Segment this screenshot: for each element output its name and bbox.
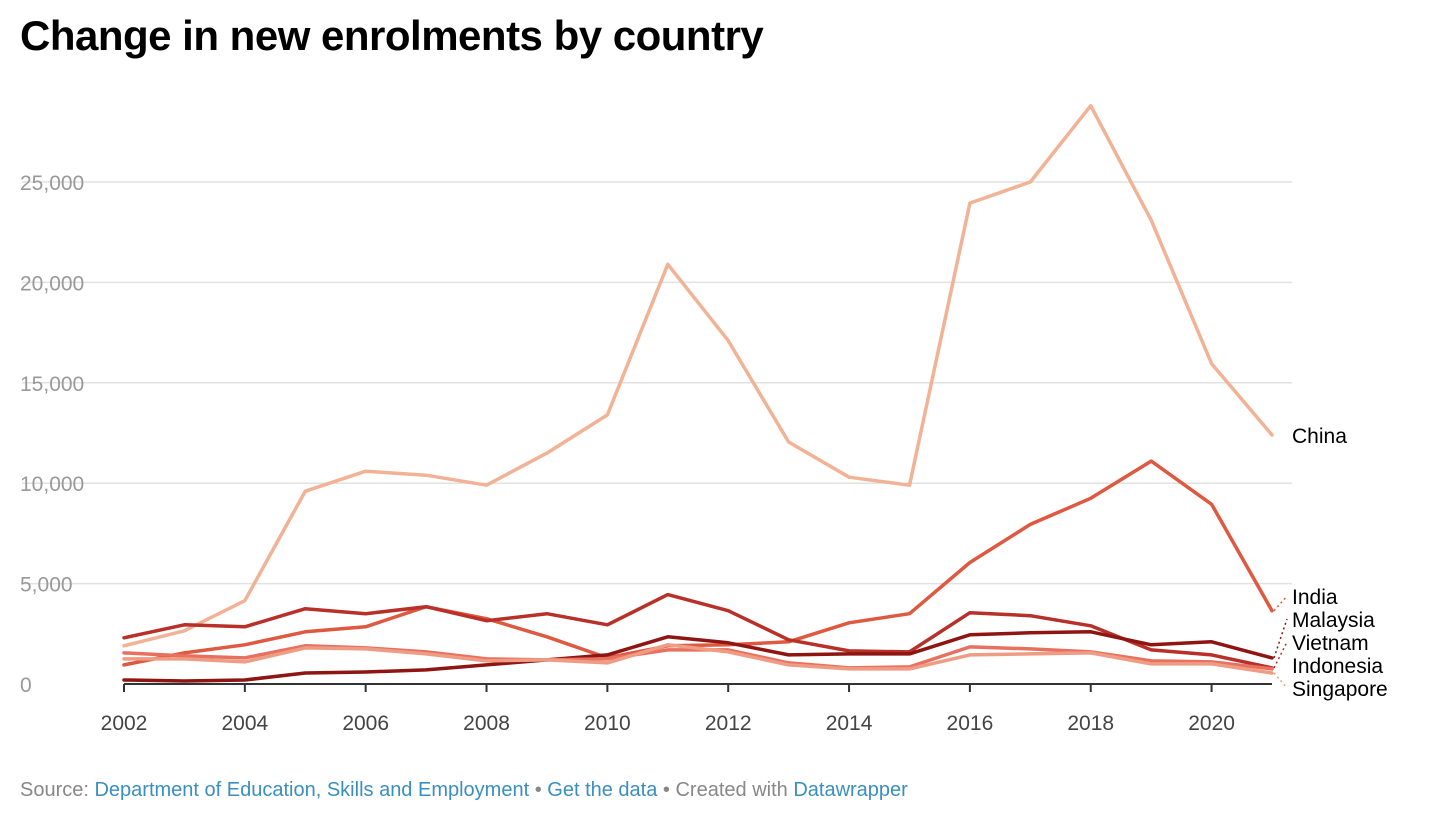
series-line-china xyxy=(122,103,1274,648)
series-label-china: China xyxy=(1292,425,1347,448)
series-label-india: India xyxy=(1292,586,1338,609)
y-tick-label: 0 xyxy=(20,674,32,697)
y-tick-label: 10,000 xyxy=(20,473,84,496)
source-prefix: Source: xyxy=(20,779,95,801)
series-lines xyxy=(122,103,1274,683)
footer-separator-2: • xyxy=(657,779,676,801)
datawrapper-link[interactable]: Datawrapper xyxy=(793,779,908,801)
x-tick-label: 2006 xyxy=(342,712,389,735)
series-labels: China IndiaMalaysiaVietnamIndonesiaSingap… xyxy=(1273,425,1388,701)
x-tick-label: 2016 xyxy=(947,712,994,735)
y-tick-label: 25,000 xyxy=(20,172,84,195)
get-data-link[interactable]: Get the data xyxy=(547,779,658,801)
gridlines xyxy=(22,181,1292,585)
series-line-vietnam xyxy=(122,592,1274,670)
x-tick-label: 2014 xyxy=(826,712,873,735)
created-with-text: Created with xyxy=(675,779,794,801)
series-line-malaysia xyxy=(122,630,1274,683)
source-link[interactable]: Department of Education, Skills and Empl… xyxy=(94,779,530,801)
x-tick-label: 2010 xyxy=(584,712,631,735)
chart-title: Change in new enrolments by country xyxy=(20,12,764,59)
series-line-india xyxy=(122,459,1274,667)
series-label-indonesia: Indonesia xyxy=(1292,655,1383,678)
series-label-malaysia: Malaysia xyxy=(1292,609,1375,632)
x-tick-label: 2012 xyxy=(705,712,752,735)
y-tick-label: 20,000 xyxy=(20,272,84,295)
x-tick-label: 2004 xyxy=(221,712,268,735)
x-tick-label: 2002 xyxy=(101,712,148,735)
chart-footer: Source: Department of Education, Skills … xyxy=(20,779,908,802)
x-tick-label: 2020 xyxy=(1188,712,1235,735)
label-connector xyxy=(1273,672,1288,689)
series-label-vietnam: Vietnam xyxy=(1292,632,1369,655)
x-tick-label: 2008 xyxy=(463,712,510,735)
label-connector xyxy=(1273,618,1288,659)
label-connector xyxy=(1273,595,1288,612)
y-axis-ticks: 0 5,000 10,000 15,000 20,000 25,000 xyxy=(20,172,84,697)
label-connector xyxy=(1273,641,1288,669)
series-line-singapore xyxy=(122,643,1274,675)
y-tick-label: 5,000 xyxy=(20,574,73,597)
y-tick-label: 15,000 xyxy=(20,373,84,396)
footer-separator-1: • xyxy=(529,779,548,801)
x-tick-label: 2018 xyxy=(1067,712,1114,735)
series-label-singapore: Singapore xyxy=(1292,678,1388,701)
x-axis: 2002 2004 2006 2008 2010 2012 2014 2016 2018 2020 xyxy=(101,683,1272,735)
